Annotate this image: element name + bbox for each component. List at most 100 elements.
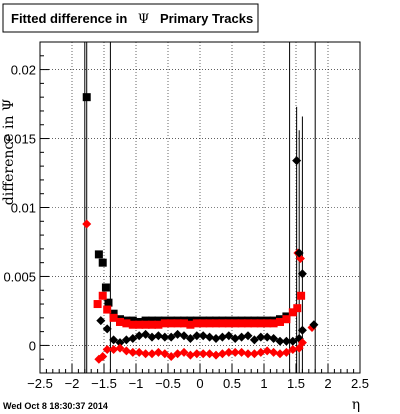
data-point-diamond [294, 248, 304, 258]
data-point-square [282, 315, 291, 324]
data-point-square [104, 298, 113, 307]
data-point-diamond [173, 349, 183, 359]
data-point-diamond [217, 332, 227, 342]
data-point-square [128, 320, 137, 329]
y-tick-label: 0.02 [11, 63, 36, 78]
data-point-diamond [269, 347, 279, 357]
data-point-diamond [262, 346, 272, 356]
timestamp: Wed Oct 8 18:30:37 2014 [3, 401, 108, 411]
data-point-square [148, 320, 156, 329]
data-point-diamond [147, 349, 157, 359]
data-point-diamond [115, 338, 125, 348]
data-point-diamond [134, 331, 144, 341]
x-tick-label: −2.5 [27, 376, 53, 391]
data-point-square [186, 320, 195, 329]
data-point-diamond [256, 332, 266, 342]
data-point-square [192, 319, 201, 328]
data-point-diamond [297, 269, 307, 279]
data-point-square [128, 316, 137, 325]
data-point-square [109, 309, 118, 318]
data-point-diamond [98, 351, 108, 361]
x-tick-label: 2 [324, 376, 331, 391]
data-point-diamond [179, 331, 189, 341]
data-point-diamond [262, 332, 272, 342]
data-point-diamond [224, 331, 234, 341]
x-tick-label: −0.5 [155, 376, 181, 391]
data-point-diamond [128, 347, 138, 357]
data-point-diamond [198, 349, 208, 359]
data-point-diamond [288, 336, 298, 346]
data-point-square [218, 319, 227, 328]
data-point-diamond [160, 349, 170, 359]
data-point-diamond [198, 331, 208, 341]
data-point-diamond [281, 347, 291, 357]
data-point-diamond [249, 335, 259, 345]
data-point-diamond [141, 349, 151, 359]
x-tick-label: 2.5 [351, 376, 369, 391]
data-point-square [205, 319, 214, 328]
data-point-diamond [82, 219, 92, 229]
data-point-square [180, 319, 188, 328]
x-axis-label: η [352, 397, 360, 413]
data-point-square [263, 319, 272, 328]
data-point-square [250, 319, 259, 328]
x-tick-label: 0.5 [223, 376, 241, 391]
data-point-diamond [185, 334, 195, 344]
y-tick-label: 0.015 [3, 132, 36, 147]
data-point-diamond [179, 347, 189, 357]
data-point-square [256, 319, 265, 328]
data-point-diamond [153, 347, 163, 357]
data-point-diamond [269, 334, 279, 344]
data-point-diamond [237, 347, 247, 357]
data-point-square [186, 316, 195, 325]
x-tick-label: −1.5 [91, 376, 117, 391]
x-tick-label: 1.5 [287, 376, 305, 391]
data-point-diamond [230, 347, 240, 357]
data-point-square [148, 316, 156, 325]
data-point-square [135, 320, 144, 329]
data-point-diamond [230, 334, 240, 344]
data-point-diamond [153, 331, 163, 341]
data-point-square [101, 283, 110, 292]
title-suffix: Primary Tracks [160, 11, 253, 26]
data-point-diamond [256, 347, 266, 357]
data-point-square [109, 313, 118, 322]
data-point-square [94, 250, 103, 259]
data-point-square [141, 320, 150, 329]
data-point-square [98, 291, 107, 300]
y-axis-label: difference in Ψ [1, 99, 17, 205]
title-box [2, 3, 259, 33]
data-point-diamond [166, 332, 176, 342]
data-point-square [122, 319, 131, 328]
data-point-diamond [109, 335, 119, 345]
data-point-square [116, 317, 124, 326]
data-point-diamond [275, 349, 285, 359]
y-tick-label: 0.005 [3, 269, 36, 284]
data-point-diamond [185, 350, 195, 360]
data-point-diamond [205, 349, 215, 359]
data-point-diamond [102, 345, 112, 355]
data-point-diamond [128, 334, 138, 344]
data-point-square [167, 319, 176, 328]
data-point-diamond [275, 336, 285, 346]
data-point-square [231, 319, 240, 328]
data-point-diamond [147, 332, 157, 342]
data-point-square [237, 319, 246, 328]
x-tick-label: −2 [65, 376, 80, 391]
data-point-square [103, 305, 112, 314]
data-point-square [98, 258, 107, 267]
data-point-square [224, 319, 233, 328]
data-point-diamond [249, 349, 259, 359]
data-point-square [173, 319, 182, 328]
title-symbol: Ψ [138, 12, 149, 27]
data-point-square [269, 319, 278, 328]
data-point-square [154, 320, 163, 329]
x-tick-label: 1 [260, 376, 267, 391]
data-point-diamond [288, 345, 298, 355]
data-point-square [297, 291, 306, 300]
data-point-square [212, 319, 220, 328]
y-tick-label: 0.01 [11, 201, 36, 216]
data-point-diamond [205, 332, 215, 342]
title-prefix: Fitted difference in [11, 11, 127, 26]
data-point-diamond [297, 325, 307, 335]
